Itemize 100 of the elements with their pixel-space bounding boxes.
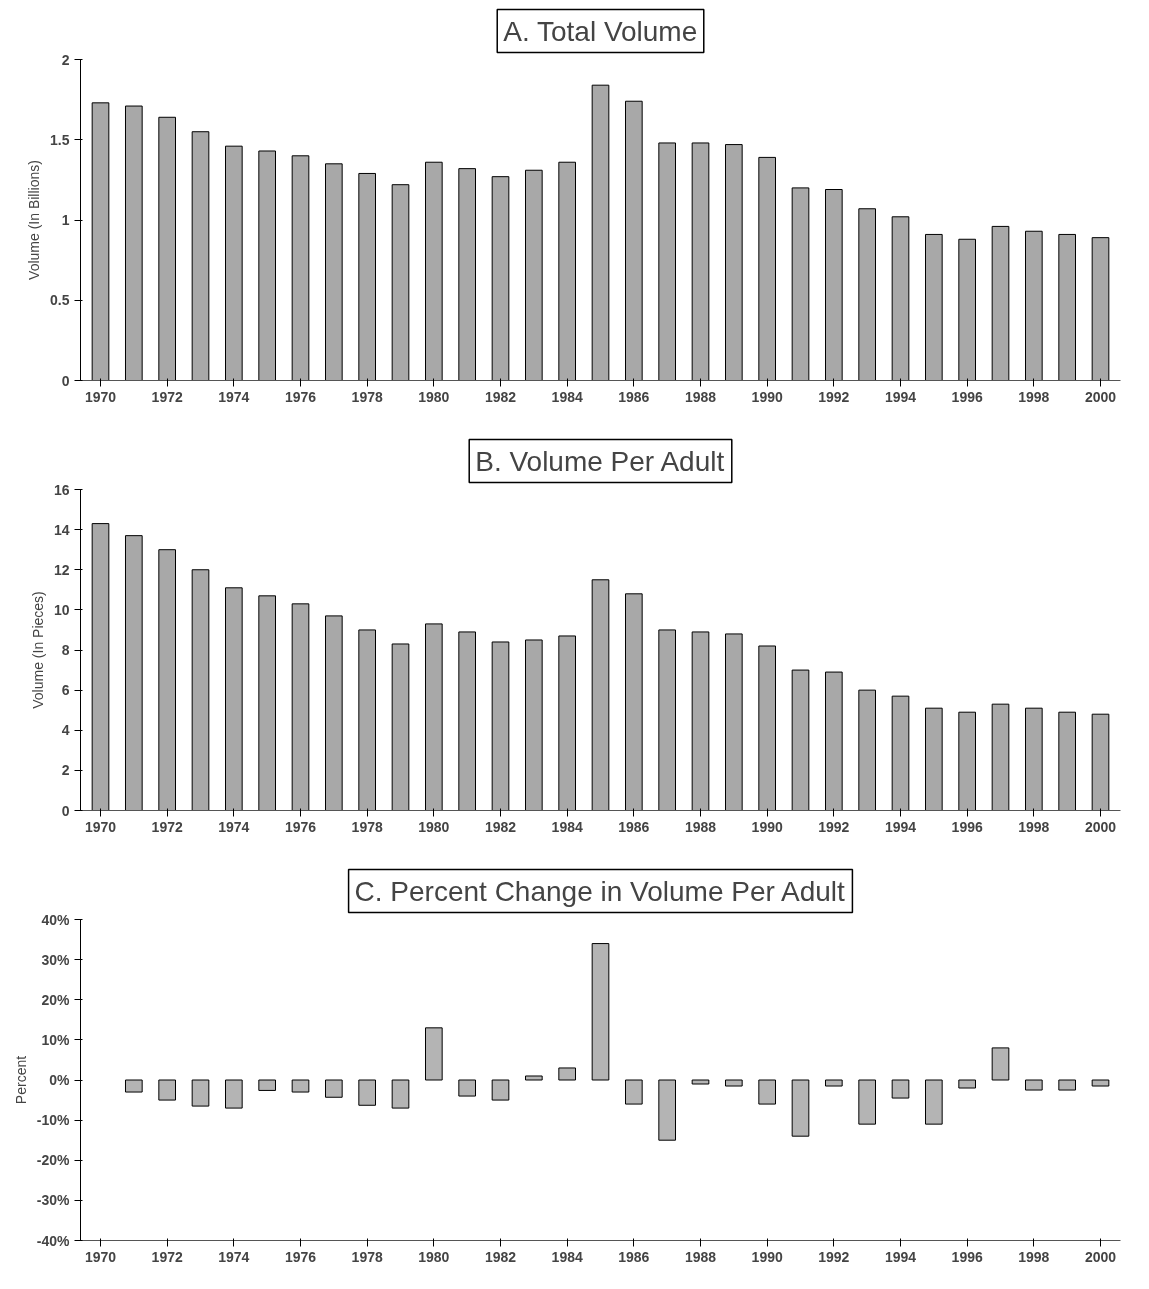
y-tick-label: 1.5 [50, 131, 70, 148]
bar [925, 1079, 943, 1125]
y-tick-label: -30% [36, 1192, 71, 1209]
chart-title: B. Volume Per Adult [475, 445, 725, 477]
bar [858, 689, 876, 811]
x-tick-label: 1986 [618, 388, 650, 405]
bar [391, 1079, 410, 1109]
bar [425, 1027, 443, 1081]
x-tick-label: 1972 [151, 388, 183, 405]
y-tick-label: 40% [41, 911, 71, 928]
bar [558, 1067, 576, 1081]
y-tick-label: 2 [61, 762, 70, 779]
bar [725, 1079, 743, 1087]
x-tick-label: 1996 [951, 388, 983, 405]
bar [191, 569, 210, 811]
bar [725, 633, 743, 811]
x-tick-label: 1984 [551, 388, 583, 405]
bar [991, 703, 1010, 811]
bar [925, 233, 943, 381]
bar [458, 168, 476, 381]
bar [191, 131, 210, 381]
bar [358, 1079, 376, 1106]
x-tick-label: 1992 [818, 388, 850, 405]
bar [325, 1079, 343, 1098]
bar [925, 707, 943, 811]
bar [1058, 1079, 1076, 1091]
x-tick-label: 1984 [551, 1248, 583, 1265]
bar [691, 1079, 710, 1085]
x-tick-label: 1976 [284, 818, 317, 835]
bar [258, 150, 276, 381]
bar [525, 1075, 543, 1081]
bar [491, 1079, 510, 1101]
bar [258, 1079, 276, 1091]
chart-title: A. Total Volume [503, 15, 698, 47]
x-tick-label: 1994 [884, 388, 917, 405]
x-tick-label: 1980 [418, 1248, 450, 1265]
x-tick-label: 1978 [351, 818, 383, 835]
bar [825, 1079, 843, 1087]
x-tick-label: 2000 [1084, 388, 1117, 405]
bar [625, 1079, 643, 1105]
x-tick-label: 1978 [351, 1248, 383, 1265]
bar [991, 1047, 1010, 1081]
chart-title: C. Percent Change in Volume Per Adult [354, 875, 846, 907]
x-tick-label: 1970 [84, 1248, 117, 1265]
y-tick-label: 12 [53, 561, 70, 578]
bar [758, 1079, 776, 1105]
y-axis-title: Volume (In Billions) [26, 160, 43, 280]
bar [591, 84, 610, 381]
x-tick-label: 1982 [484, 1248, 517, 1265]
bar [658, 1079, 676, 1141]
x-tick-label: 1970 [84, 388, 117, 405]
bar [658, 142, 676, 381]
x-tick-label: 1984 [551, 818, 583, 835]
y-axis-title: Volume (In Pieces) [29, 591, 46, 709]
x-tick-label: 1982 [484, 388, 517, 405]
bar [991, 225, 1010, 381]
x-tick-label: 1976 [284, 388, 317, 405]
y-tick-label: 0.5 [50, 292, 70, 309]
y-tick-label: 0 [61, 372, 70, 389]
bar [791, 187, 810, 381]
x-tick-label: 1990 [751, 818, 783, 835]
x-tick-label: 1986 [618, 818, 650, 835]
bar [391, 184, 410, 381]
bar [858, 208, 876, 381]
y-tick-label: 4 [61, 722, 70, 739]
y-axis-title: Percent [12, 1055, 29, 1105]
bar [725, 144, 743, 381]
x-tick-label: 1974 [218, 818, 250, 835]
x-tick-label: 1990 [751, 388, 783, 405]
bar [658, 629, 676, 811]
y-tick-label: -10% [36, 1112, 71, 1129]
x-tick-label: 1976 [284, 1248, 317, 1265]
x-tick-label: 1996 [951, 1248, 983, 1265]
x-tick-label: 1972 [151, 1248, 183, 1265]
bar [1058, 233, 1076, 381]
bar [125, 535, 143, 811]
bar [291, 1079, 310, 1093]
bar [125, 1079, 143, 1093]
bar [891, 1079, 910, 1099]
y-tick-label: 8 [61, 642, 70, 658]
x-tick-label: 1988 [684, 1248, 717, 1265]
x-tick-label: 1974 [218, 1248, 250, 1265]
bar [1058, 711, 1076, 811]
x-tick-label: 2000 [1084, 1248, 1117, 1265]
y-tick-label: 10% [41, 1031, 71, 1048]
bar [158, 1079, 176, 1101]
x-tick-label: 1992 [818, 1248, 850, 1265]
x-tick-label: 1980 [418, 818, 450, 835]
bar [1091, 1079, 1110, 1087]
x-tick-label: 1970 [84, 818, 117, 835]
bar [225, 1079, 243, 1109]
bar [125, 105, 143, 381]
x-tick-label: 1988 [684, 818, 717, 835]
x-tick-label: 1998 [1018, 388, 1050, 405]
y-tick-label: 2 [61, 51, 70, 68]
x-tick-label: 1992 [818, 818, 850, 835]
y-tick-label: 20% [41, 991, 71, 1008]
x-tick-label: 1996 [951, 818, 983, 835]
x-tick-label: 1980 [418, 388, 450, 405]
x-tick-label: 1998 [1018, 818, 1050, 835]
